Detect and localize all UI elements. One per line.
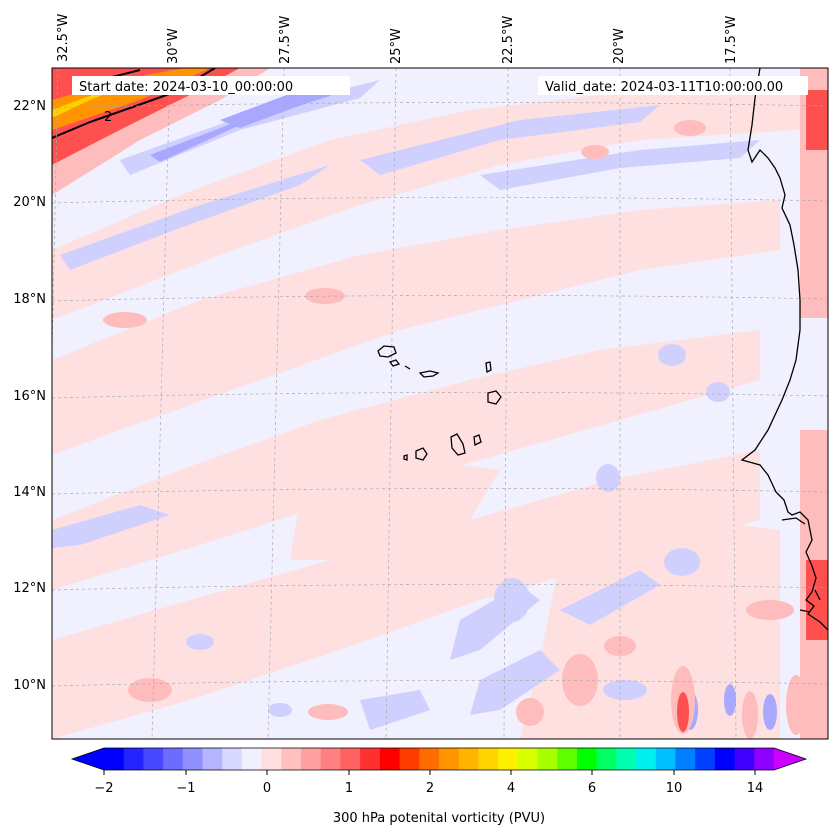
colorbar-cell [714,748,736,770]
lat-label: 12°N [13,581,46,596]
valid-date-label: Valid_date: 2024-03-11T10:00:00.00 [545,80,783,95]
colorbar-cell [202,748,223,770]
colorbar-ticks [103,770,756,775]
colorbar-cell [419,748,440,770]
colorbar-cell [596,748,617,770]
longitude-labels: 32.5°W 30°W 27.5°W 25°W 22.5°W 20°W 17.5… [56,14,739,64]
colorbar-cell [636,748,657,770]
colorbar-cell [182,748,204,770]
coast-detail [781,517,821,613]
lat-label: 22°N [13,99,46,114]
colorbar-tick-label: 0 [263,781,271,796]
colorbar-cell [104,748,125,770]
colorbar-tick-label: 10 [666,781,683,796]
colorbar-tick-label: −1 [176,781,195,796]
pv-field-pink [103,120,794,726]
pv-field-light-blue [52,80,760,730]
lat-label: 18°N [13,292,46,307]
lon-label: 25°W [389,28,404,64]
colorbar-cells [104,748,775,770]
colorbar-over-arrow [774,748,806,770]
lon-label: 27.5°W [278,16,293,64]
colorbar-cell [537,748,558,770]
lon-label: 22.5°W [501,16,516,64]
colorbar-tick-label: 2 [426,781,434,796]
african-coastline [740,68,828,631]
colorbar-cell [301,748,322,770]
island-santiago [450,433,466,456]
colorbar-tick-labels: −2 −1 0 1 2 4 6 10 14 [94,781,763,796]
colorbar-cell [754,748,775,770]
island-sao-nicolau [418,370,440,378]
colorbar-cell [655,748,676,770]
island-fogo [415,447,428,461]
colorbar-cell [517,748,539,770]
island-boa-vista [487,390,502,405]
colorbar-cell [241,748,263,770]
pv-field-red-east-core [677,90,828,732]
island-maio [473,434,482,446]
graticule [52,68,828,739]
colorbar-cell [557,748,578,770]
contour-label: 2 [104,110,112,125]
colorbar-cell [281,748,302,770]
colorbar-label: 300 hPa potenital vorticity (PVU) [333,811,545,826]
island-sao-vicente [388,359,401,367]
colorbar-cell [616,748,637,770]
valid-date-box [538,76,808,95]
colorbar-cell [340,748,361,770]
lon-label: 20°W [612,28,627,64]
colorbar-tick-label: 4 [507,781,515,796]
colorbar-cell [576,748,598,770]
map-border [51,67,829,740]
colorbar-cell [143,748,164,770]
colorbar-cell [675,748,696,770]
colorbar-cell [439,748,460,770]
colorbar-cell [498,748,519,770]
colorbar-cell [458,748,479,770]
colorbar-cell [399,748,420,770]
colorbar-tick-label: 6 [588,781,596,796]
colorbar-cell [360,748,381,770]
colorbar-cell [163,748,184,770]
colorbar-tick-label: 14 [747,781,764,796]
island-santa-luzia [404,365,411,370]
colorbar-under-arrow [72,748,104,770]
colorbar-cell [379,748,401,770]
colorbar-cell [222,748,243,770]
island-brava [403,454,408,461]
start-date-label: Start date: 2024-03-10_00:00:00 [79,80,293,95]
lat-label: 20°N [13,195,46,210]
island-santo-antao [377,345,397,358]
lat-label: 14°N [13,485,46,500]
colorbar-cell [320,748,341,770]
lon-label: 17.5°W [724,16,739,64]
map-panel: 2 [52,68,828,739]
colorbar-cell [123,748,144,770]
latitude-labels: 22°N 20°N 18°N 16°N 14°N 12°N 10°N [13,99,46,693]
colorbar-cell [734,748,755,770]
colorbar-tick-label: 1 [345,781,353,796]
colorbar-tick-label: −2 [94,781,113,796]
lon-label: 32.5°W [56,14,71,62]
lon-label: 30°W [166,28,181,64]
colorbar-cell [261,748,282,770]
pv-field-pink-nw [52,68,270,195]
lat-label: 16°N [13,389,46,404]
lat-label: 10°N [13,678,46,693]
colorbar-cell [695,748,716,770]
start-date-box [72,76,350,95]
cape-verde-islands [377,345,502,461]
colorbar: −2 −1 0 1 2 4 6 10 14 300 hPa potenital … [70,747,808,826]
colorbar-cell [478,748,499,770]
island-sal [485,361,492,373]
